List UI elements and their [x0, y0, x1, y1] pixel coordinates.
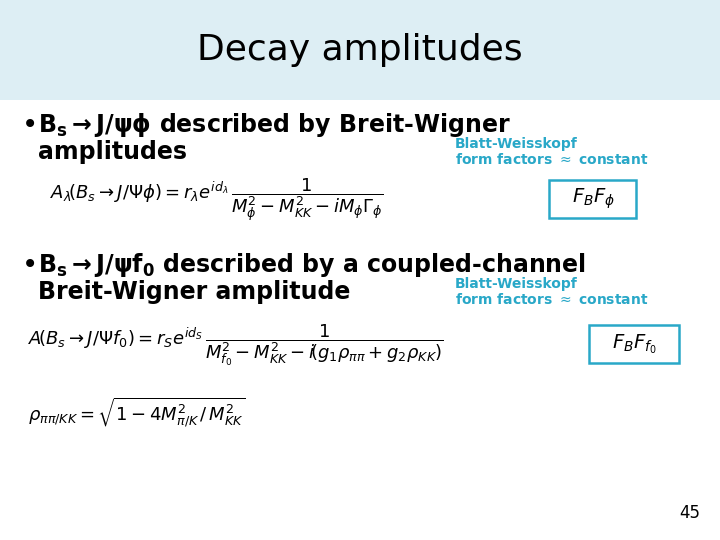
Text: form factors $\approx$ constant: form factors $\approx$ constant	[455, 152, 648, 167]
Text: •: •	[22, 251, 38, 279]
Text: Breit-Wigner amplitude: Breit-Wigner amplitude	[38, 280, 351, 304]
Text: $\mathbf{B_s}$$\mathbf{\rightarrow}$$\mathbf{J/\psi\phi}$ described by Breit-Wig: $\mathbf{B_s}$$\mathbf{\rightarrow}$$\ma…	[38, 111, 510, 139]
Text: $A\!\left(B_s \to J/\Psi f_0\right)= r_S e^{id_S}\,\dfrac{1}{M^2_{f_0} - M^2_{KK: $A\!\left(B_s \to J/\Psi f_0\right)= r_S…	[28, 322, 444, 368]
Text: $\rho_{\pi\pi/KK} = \sqrt{1 - 4M^2_{\pi/K}\,/\,M^2_{KK}}$: $\rho_{\pi\pi/KK} = \sqrt{1 - 4M^2_{\pi/…	[28, 395, 246, 429]
FancyBboxPatch shape	[549, 180, 636, 218]
Text: $F_B F_{f_0}$: $F_B F_{f_0}$	[612, 332, 656, 356]
Text: $A_\lambda\!\left(B_s \to J/\Psi\phi\right)= r_\lambda e^{id_\lambda}\,\dfrac{1}: $A_\lambda\!\left(B_s \to J/\Psi\phi\rig…	[50, 177, 384, 224]
Text: Blatt-Weisskopf: Blatt-Weisskopf	[455, 277, 577, 291]
FancyBboxPatch shape	[589, 325, 679, 363]
Text: $\mathbf{B_s}$$\mathbf{\rightarrow}$$\mathbf{J/\psi f_0}$ described by a coupled: $\mathbf{B_s}$$\mathbf{\rightarrow}$$\ma…	[38, 251, 586, 279]
Text: •: •	[22, 111, 38, 139]
Text: Blatt-Weisskopf: Blatt-Weisskopf	[455, 137, 577, 151]
Bar	[0, 0, 720, 100]
Text: amplitudes: amplitudes	[38, 140, 187, 164]
Text: form factors $\approx$ constant: form factors $\approx$ constant	[455, 293, 648, 307]
Text: $F_B F_\phi$: $F_B F_\phi$	[572, 187, 614, 211]
Text: Decay amplitudes: Decay amplitudes	[197, 33, 523, 67]
Text: 45: 45	[679, 504, 700, 522]
